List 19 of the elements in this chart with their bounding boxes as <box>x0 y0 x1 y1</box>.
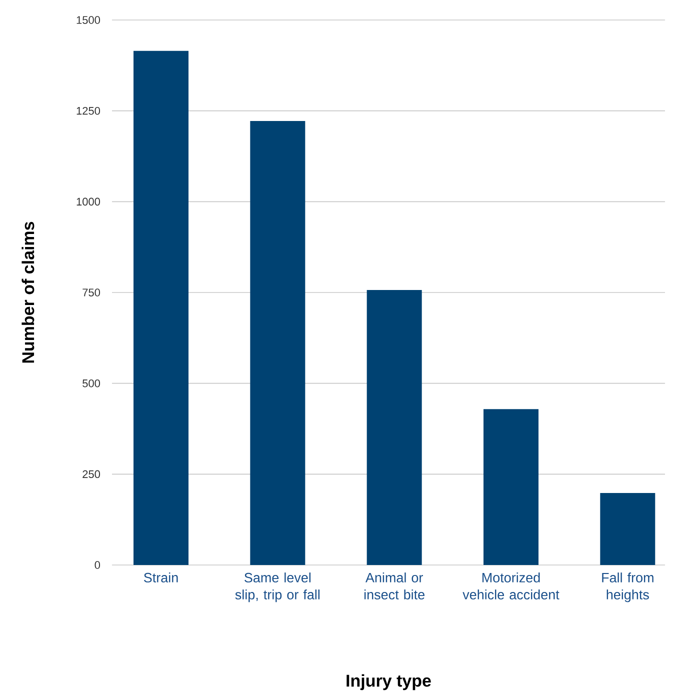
x-axis-title: Injury type <box>346 674 431 690</box>
y-tick-label: 0 <box>94 561 100 569</box>
bar <box>250 121 306 565</box>
bar <box>134 50 188 565</box>
y-tick-label: 1500 <box>76 16 100 24</box>
y-tick-label: 1250 <box>76 106 100 115</box>
y-tick-label: 500 <box>82 379 100 388</box>
bar <box>483 409 538 565</box>
bar <box>366 290 422 565</box>
y-tick-label: 250 <box>82 470 100 478</box>
y-tick-label: 750 <box>82 288 100 296</box>
y-tick-label: 1000 <box>76 198 100 206</box>
x-tick-label: Strain <box>144 572 178 582</box>
x-tick-label: Motorized vehicle accident <box>462 572 560 600</box>
bar <box>600 493 656 565</box>
x-tick-label: Animal or insect bite <box>364 572 424 600</box>
x-tick-label: Same level slip, trip or fall <box>235 572 320 602</box>
y-axis-title: Number of claims <box>22 222 34 363</box>
x-tick-label: Fall from heights <box>602 572 654 602</box>
